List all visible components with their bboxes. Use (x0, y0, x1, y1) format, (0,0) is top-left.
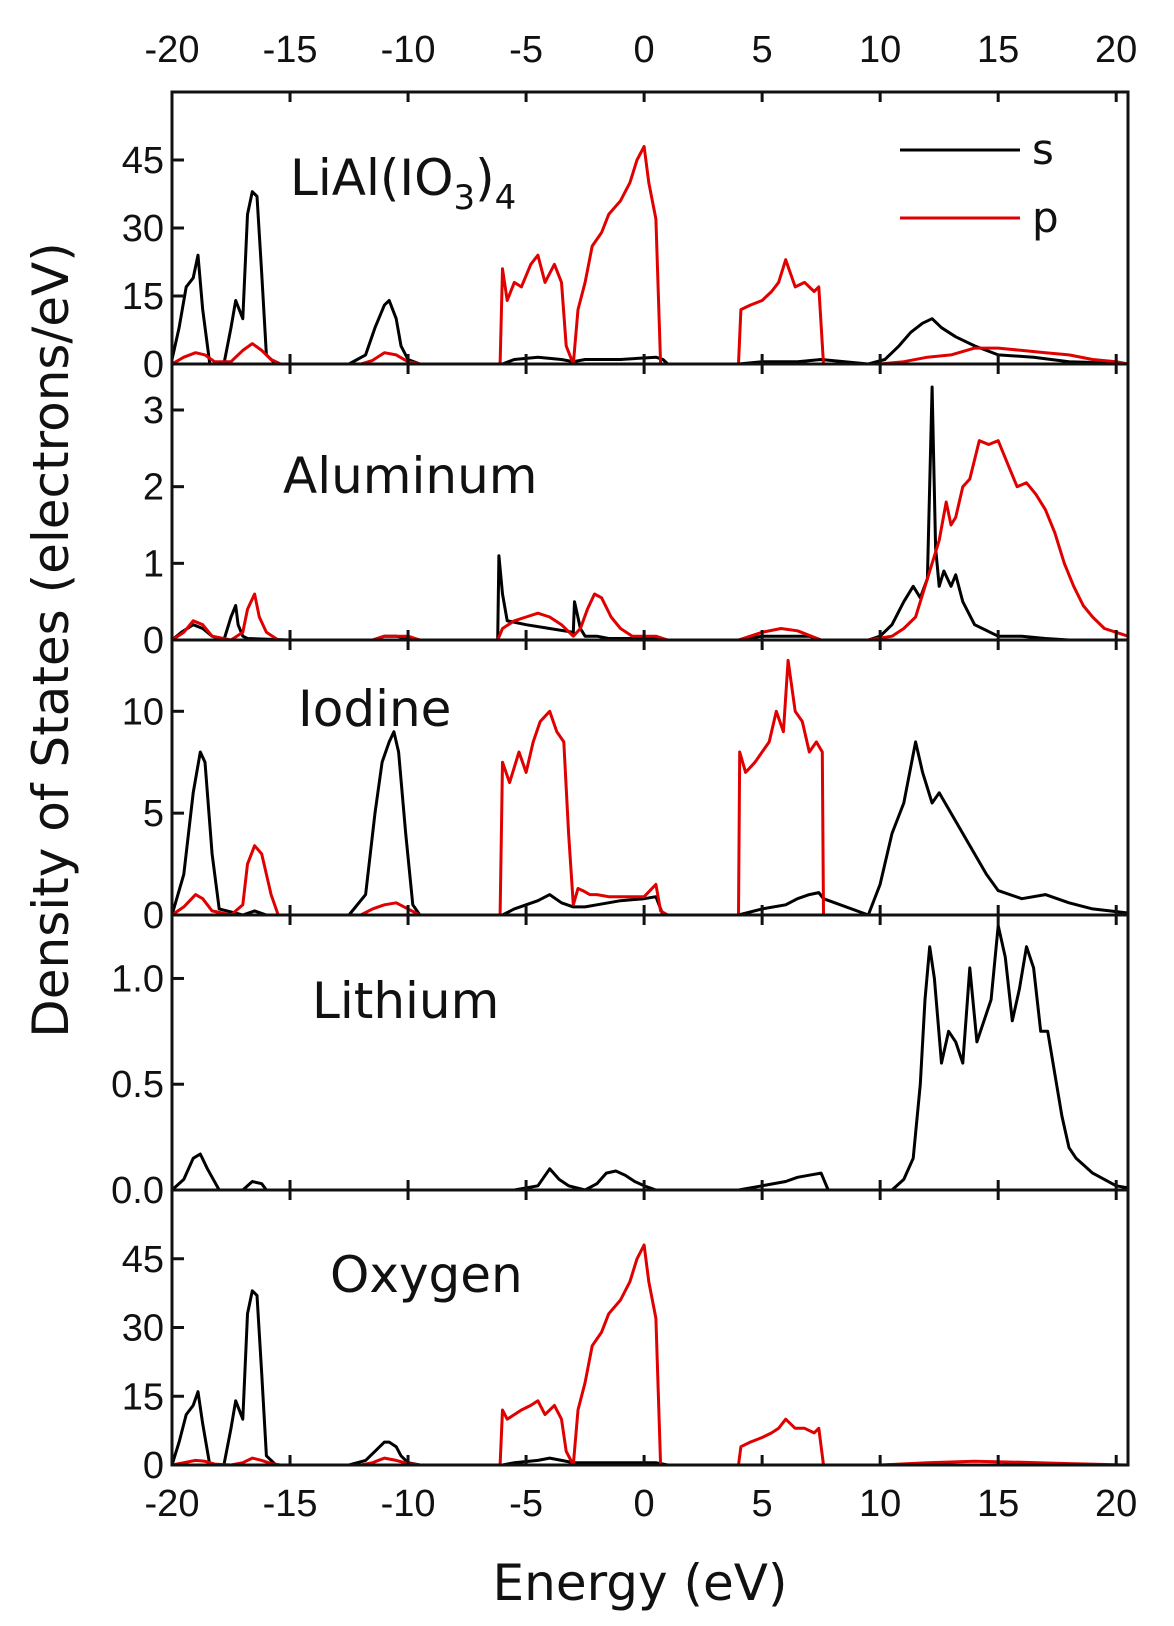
x-tick-label-bottom: 5 (752, 1483, 773, 1525)
panel-frame (170, 1188, 1130, 1467)
series-line-s (170, 190, 1129, 366)
x-tick-label-bottom: -20 (145, 1483, 200, 1525)
x-tick-label-top: 20 (1095, 29, 1137, 71)
panel-frame (170, 913, 1130, 1192)
y-tick-label: 1.0 (111, 958, 164, 1000)
y-tick-label: 45 (122, 1239, 164, 1281)
panel-label-lithium: Lithium (312, 972, 499, 1030)
y-tick-label: 10 (122, 691, 164, 733)
x-tick-label-top: 15 (977, 29, 1019, 71)
panel-4: 0 15 30 45 (122, 1188, 1130, 1487)
panel-3: 0.0 0.5 1.0 (111, 913, 1130, 1212)
y-tick-label: 0 (143, 895, 164, 937)
x-tick-label-top: -15 (263, 29, 318, 71)
panel-1: 0 1 2 3 (143, 362, 1130, 662)
y-tick-label: 30 (122, 208, 164, 250)
y-tick-label: 3 (143, 390, 164, 432)
x-tick-label-top: 5 (752, 29, 773, 71)
x-tick-label-bottom: 10 (859, 1483, 901, 1525)
series-line-p (171, 658, 1128, 917)
x-tick-label-top: 10 (859, 29, 901, 71)
y-tick-label: 0.0 (111, 1170, 164, 1212)
plot-layer: 0153045012305100.00.51.00153045-20-20-15… (111, 29, 1137, 1525)
y-tick-label: 15 (122, 1376, 164, 1418)
x-tick-label-top: -5 (509, 29, 543, 71)
panel-label-oxygen: Oxygen (330, 1246, 523, 1304)
panel-label-aluminum: Aluminum (283, 447, 537, 505)
y-tick-label: 0 (143, 620, 164, 662)
x-tick-label-bottom: -10 (381, 1483, 436, 1525)
x-tick-label-top: -10 (381, 29, 436, 71)
legend: s p (900, 125, 1059, 242)
y-tick-label: 1 (143, 543, 164, 585)
x-tick-label-top: 0 (634, 29, 655, 71)
x-tick-label-bottom: 20 (1095, 1483, 1137, 1525)
legend-label-s: s (1032, 125, 1054, 174)
panel-0: 0 15 30 45 (122, 90, 1130, 386)
panel-frame (170, 90, 1130, 366)
x-tick-label-bottom: -5 (509, 1483, 543, 1525)
series-line-s (170, 730, 1129, 917)
y-tick-label: 0 (143, 1445, 164, 1487)
y-tick-label: 45 (122, 140, 164, 182)
x-tick-label-bottom: -15 (263, 1483, 318, 1525)
y-tick-label: 0.5 (111, 1064, 164, 1106)
series-line-p (171, 1243, 1129, 1467)
legend-label-p: p (1032, 193, 1059, 242)
panel-label-iodine: Iodine (298, 680, 451, 738)
y-tick-label: 0 (143, 344, 164, 386)
series-line-s (170, 924, 1129, 1192)
y-tick-label: 2 (143, 467, 164, 509)
panel-label-compound: LiAl(IO3)4 (290, 149, 516, 218)
y-tick-label: 15 (122, 276, 164, 318)
x-tick-label-bottom: 0 (634, 1483, 655, 1525)
y-tick-label: 5 (143, 793, 164, 835)
x-tick-label-bottom: 15 (977, 1483, 1019, 1525)
series-line-s (170, 1289, 1128, 1467)
x-tick-label-top: -20 (145, 29, 200, 71)
series-line-s (171, 385, 1128, 642)
y-tick-label: 30 (122, 1308, 164, 1350)
panel-2: 0 5 10 (122, 638, 1130, 937)
x-axis-title: Energy (eV) (493, 1554, 788, 1612)
y-axis-title: Density of States (electrons/eV) (22, 242, 80, 1037)
